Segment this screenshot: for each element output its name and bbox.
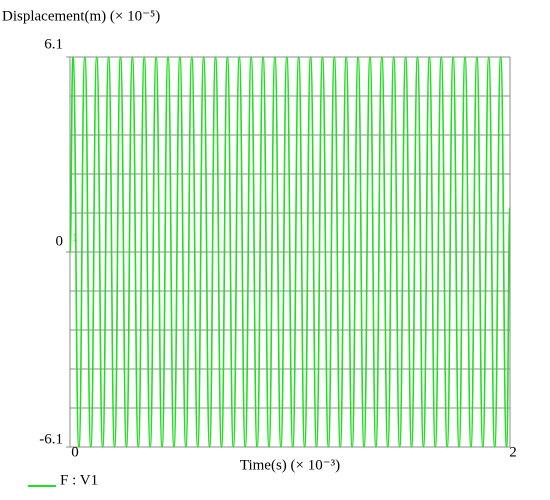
annotation: 1: [72, 230, 78, 244]
y-tick-label: -6.1: [39, 431, 63, 447]
x-tick-label: 2: [509, 444, 517, 460]
x-tick-label: 0: [71, 444, 79, 460]
x-axis-label: Time(s) (× 10⁻³): [240, 457, 340, 473]
data-line: [69, 56, 511, 448]
legend-label: F : V1: [60, 472, 98, 488]
y-tick-label: 6.1: [44, 36, 63, 52]
chart-title: Displacement(m) (× 10⁻⁵): [2, 8, 160, 24]
y-tick-label: 0: [56, 233, 64, 249]
